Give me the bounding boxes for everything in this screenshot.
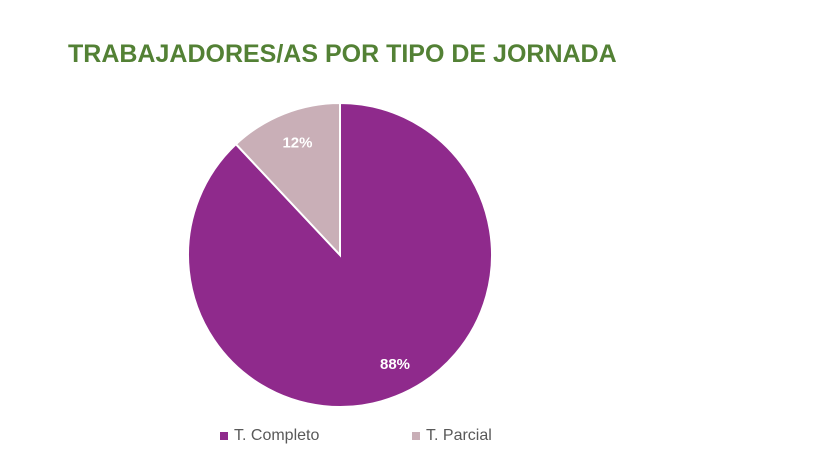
legend-swatch-completo [220, 432, 228, 440]
data-label-0: 88% [380, 356, 410, 373]
legend-label-completo: T. Completo [234, 427, 320, 444]
data-label-1: 12% [282, 135, 312, 152]
chart-title: TRABAJADORES/AS POR TIPO DE JORNADA [68, 40, 617, 68]
legend-label-parcial: T. Parcial [426, 427, 492, 444]
pie-slice-1 [234, 101, 341, 258]
pie-slice-0 [187, 101, 493, 408]
legend-item-parcial: T. Parcial [412, 427, 492, 445]
legend-item-completo: T. Completo [220, 427, 319, 445]
legend-swatch-parcial [412, 432, 420, 440]
